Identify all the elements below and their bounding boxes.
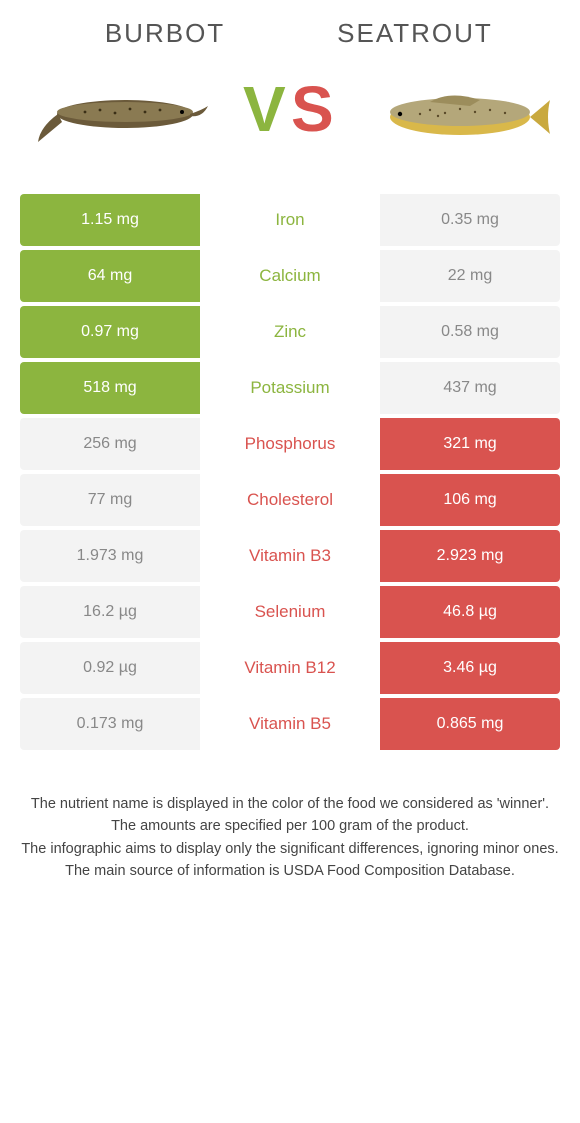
left-value: 256 mg (20, 418, 200, 470)
table-row: 77 mgCholesterol106 mg (20, 474, 560, 526)
table-row: 16.2 µgSelenium46.8 µg (20, 586, 560, 638)
header: Burbot Seatrout (0, 0, 580, 49)
right-title: Seatrout (290, 18, 540, 49)
footer-line: The infographic aims to display only the… (20, 839, 560, 859)
left-value: 0.92 µg (20, 642, 200, 694)
left-value: 1.973 mg (20, 530, 200, 582)
vs-label: V S (235, 69, 345, 164)
left-title: Burbot (40, 18, 290, 49)
right-value: 437 mg (380, 362, 560, 414)
right-value: 321 mg (380, 418, 560, 470)
left-value: 0.97 mg (20, 306, 200, 358)
nutrient-label: Calcium (200, 250, 380, 302)
nutrient-label: Zinc (200, 306, 380, 358)
nutrient-label: Phosphorus (200, 418, 380, 470)
right-value: 106 mg (380, 474, 560, 526)
table-row: 0.173 mgVitamin B50.865 mg (20, 698, 560, 750)
svg-text:S: S (291, 73, 332, 145)
svg-text:V: V (243, 73, 286, 145)
left-value: 64 mg (20, 250, 200, 302)
right-fish-image (370, 72, 550, 162)
images-row: V S (0, 49, 580, 194)
table-row: 64 mgCalcium22 mg (20, 250, 560, 302)
right-value: 46.8 µg (380, 586, 560, 638)
nutrient-label: Selenium (200, 586, 380, 638)
footer-line: The main source of information is USDA F… (20, 861, 560, 881)
nutrient-label: Vitamin B5 (200, 698, 380, 750)
left-fish-image (30, 72, 210, 162)
comparison-table: 1.15 mgIron0.35 mg64 mgCalcium22 mg0.97 … (0, 194, 580, 750)
left-value: 1.15 mg (20, 194, 200, 246)
nutrient-label: Iron (200, 194, 380, 246)
right-value: 0.35 mg (380, 194, 560, 246)
right-value: 2.923 mg (380, 530, 560, 582)
left-value: 518 mg (20, 362, 200, 414)
footer-line: The nutrient name is displayed in the co… (20, 794, 560, 814)
table-row: 1.973 mgVitamin B32.923 mg (20, 530, 560, 582)
table-row: 256 mgPhosphorus321 mg (20, 418, 560, 470)
nutrient-label: Vitamin B12 (200, 642, 380, 694)
table-row: 518 mgPotassium437 mg (20, 362, 560, 414)
right-value: 3.46 µg (380, 642, 560, 694)
footer-line: The amounts are specified per 100 gram o… (20, 816, 560, 836)
left-value: 0.173 mg (20, 698, 200, 750)
nutrient-label: Potassium (200, 362, 380, 414)
nutrient-label: Vitamin B3 (200, 530, 380, 582)
footer-notes: The nutrient name is displayed in the co… (0, 754, 580, 881)
table-row: 1.15 mgIron0.35 mg (20, 194, 560, 246)
table-row: 0.97 mgZinc0.58 mg (20, 306, 560, 358)
right-value: 0.58 mg (380, 306, 560, 358)
table-row: 0.92 µgVitamin B123.46 µg (20, 642, 560, 694)
right-value: 0.865 mg (380, 698, 560, 750)
right-value: 22 mg (380, 250, 560, 302)
left-value: 16.2 µg (20, 586, 200, 638)
left-value: 77 mg (20, 474, 200, 526)
nutrient-label: Cholesterol (200, 474, 380, 526)
